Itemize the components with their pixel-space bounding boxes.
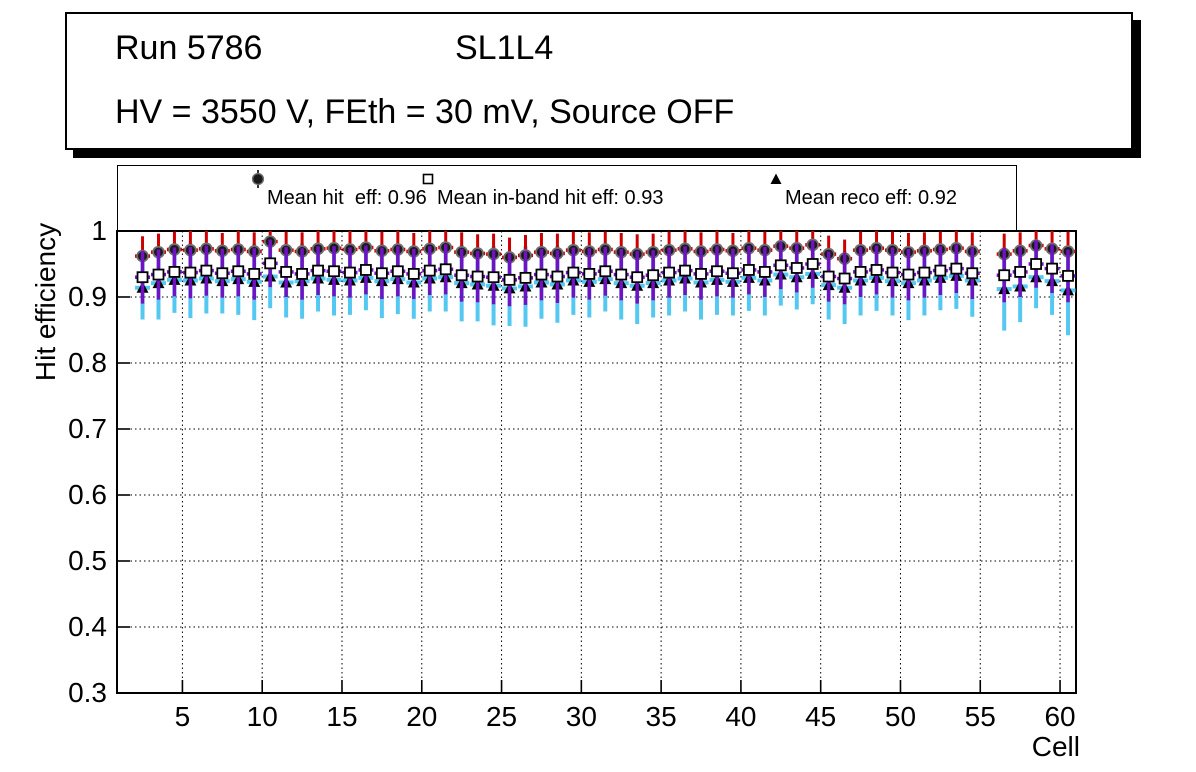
svg-text:60: 60	[1044, 701, 1075, 732]
svg-text:45: 45	[805, 701, 836, 732]
legend-label-hit-eff: Mean hit eff: 0.96	[267, 186, 427, 209]
hit-markers	[136, 235, 1075, 266]
svg-text:50: 50	[885, 701, 916, 732]
legend-label-reco-eff: Mean reco eff: 0.92	[785, 186, 957, 209]
open-square-icon	[422, 173, 434, 185]
svg-text:15: 15	[326, 701, 357, 732]
legend-box: Mean hit eff: 0.96 Mean in-band hit eff:…	[117, 165, 1017, 231]
legend-label-inband-eff: Mean in-band hit eff: 0.93	[437, 186, 664, 209]
svg-text:0.6: 0.6	[68, 479, 107, 510]
axis-ticks	[117, 230, 1061, 694]
tick-labels: 5 10 15 20 25 30 35 40 45 50 55 60 0.3 0.4 0.5 0.6 0.7 0.…	[68, 215, 1076, 732]
svg-text:5: 5	[175, 701, 191, 732]
svg-text:0.3: 0.3	[68, 677, 107, 708]
gridlines	[117, 231, 1076, 693]
title-box: Run 5786 SL1L4 HV = 3550 V, FEth = 30 mV,…	[65, 12, 1133, 150]
legend-entry-reco-eff: Mean reco eff: 0.92	[763, 166, 957, 230]
filled-circle-icon	[251, 170, 265, 188]
inband-markers	[136, 257, 1074, 286]
svg-text:55: 55	[965, 701, 996, 732]
legend-entry-inband-eff: Mean in-band hit eff: 0.93	[415, 166, 663, 230]
svg-text:40: 40	[725, 701, 756, 732]
svg-text:0.7: 0.7	[68, 413, 107, 444]
x-axis-title: Cell	[1031, 731, 1080, 762]
run-number: Run 5786	[115, 29, 263, 67]
svg-text:0.9: 0.9	[68, 281, 107, 312]
svg-text:10: 10	[247, 701, 278, 732]
y-axis-title: Hit efficiency	[30, 222, 61, 382]
svg-text:25: 25	[486, 701, 517, 732]
title-line-2: HV = 3550 V, FEth = 30 mV, Source OFF	[115, 93, 735, 131]
svg-text:1: 1	[91, 215, 107, 246]
filled-triangle-icon	[770, 173, 782, 184]
svg-text:0.8: 0.8	[68, 347, 107, 378]
svg-text:30: 30	[566, 701, 597, 732]
svg-text:0.4: 0.4	[68, 611, 107, 642]
svg-text:20: 20	[406, 701, 437, 732]
legend-entry-hit-eff: Mean hit eff: 0.96	[245, 166, 427, 230]
title-line-1: Run 5786 SL1L4	[115, 29, 553, 68]
data-series	[135, 231, 1076, 336]
svg-text:0.5: 0.5	[68, 545, 107, 576]
svg-text:35: 35	[646, 701, 677, 732]
plot-frame	[116, 230, 1077, 694]
chamber-label: SL1L4	[455, 29, 554, 67]
